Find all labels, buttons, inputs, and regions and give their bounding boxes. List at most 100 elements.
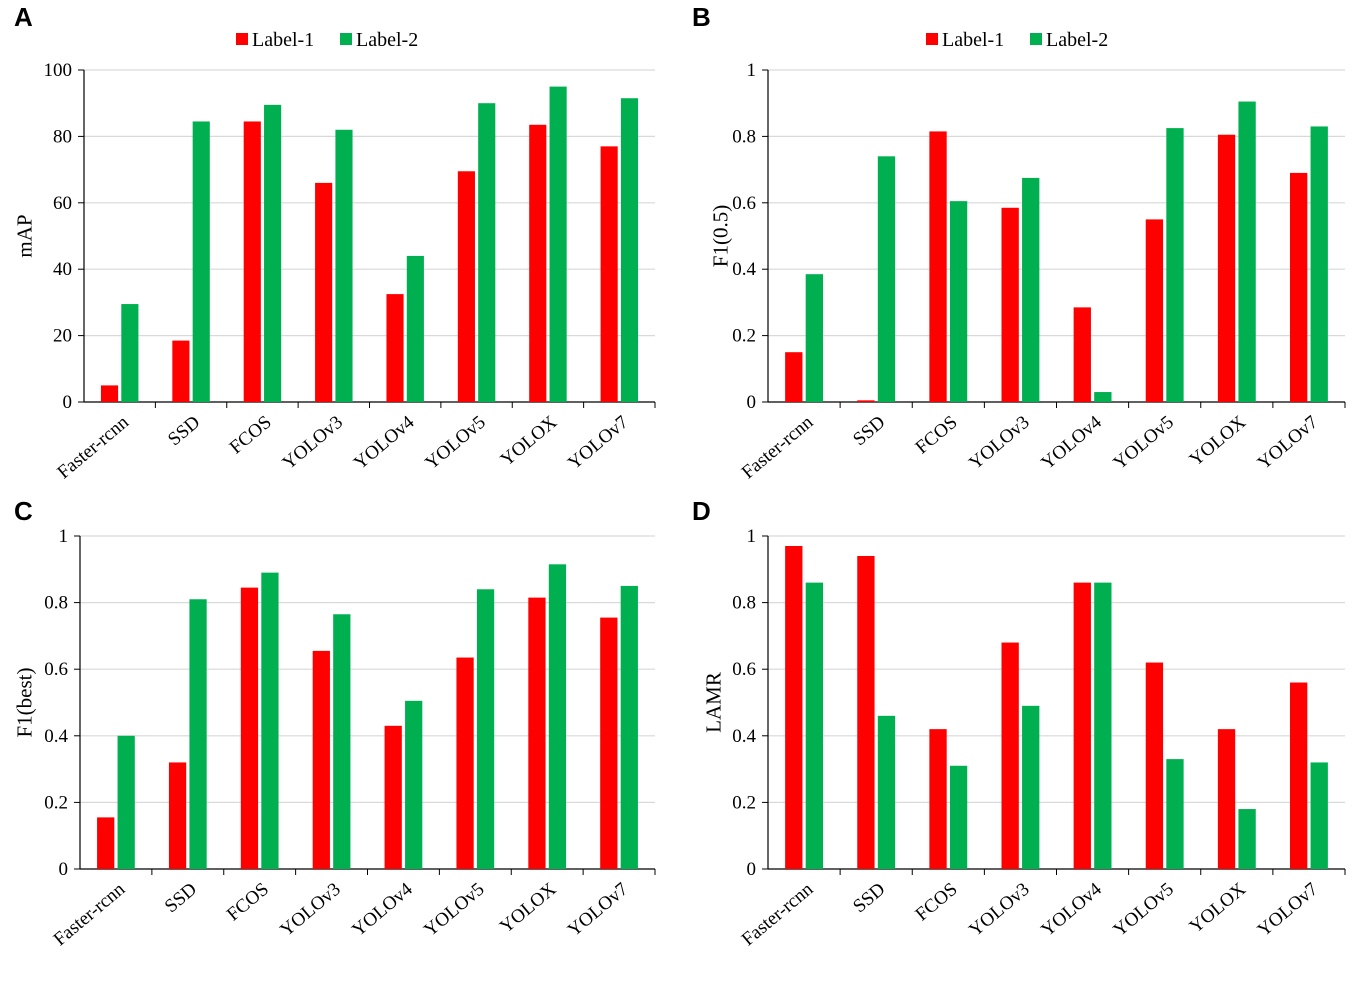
bar-label-1-fcos xyxy=(929,131,947,403)
bar-label-2-yolox xyxy=(548,564,567,869)
bar-label-1-faster-rcnn xyxy=(100,385,119,402)
y-tick-label: 60 xyxy=(53,193,72,214)
bar-label-2-fcos xyxy=(949,201,968,402)
x-tick-label: YOLOv5 xyxy=(420,879,488,941)
bar-label-2-ssd xyxy=(189,599,207,869)
y-tick-label: 0.4 xyxy=(732,726,756,747)
panel-letter: B xyxy=(692,2,711,32)
bar-label-2-ssd xyxy=(192,121,210,403)
x-tick-label: SSD xyxy=(164,412,204,450)
bar-label-1-yolov3 xyxy=(312,650,330,869)
y-tick-label: 0 xyxy=(59,859,69,880)
x-tick-label: YOLOv7 xyxy=(564,879,632,941)
y-tick-label: 0.4 xyxy=(44,726,68,747)
bar-label-1-yolov5 xyxy=(1145,219,1164,402)
x-tick-label: YOLOX xyxy=(1186,412,1251,471)
bar-label-1-yolov5 xyxy=(456,657,474,869)
y-tick-label: 100 xyxy=(44,60,73,81)
bar-label-2-yolov3 xyxy=(335,129,353,402)
x-tick-label: YOLOX xyxy=(496,879,561,938)
bar-label-1-yolov4 xyxy=(386,294,404,402)
bar-label-2-yolov5 xyxy=(1166,128,1184,402)
x-tick-label: YOLOv4 xyxy=(1037,878,1106,941)
chart-panel-b: B 0 0.2 0.4 0.6 0.8 1 F1(0.5) Faster-rcnn SSD FCOS… xyxy=(692,2,1346,483)
x-tick-label: YOLOX xyxy=(1186,879,1251,938)
bar-label-1-yolox xyxy=(529,124,547,402)
bar-label-2-yolov4 xyxy=(1094,582,1112,869)
chart-panel-a: A 0 20 40 60 80 100 mAP Faster-rcnn SSD FCOS YOLOv3… xyxy=(12,2,656,483)
x-tick-label: Faster-rcnn xyxy=(50,878,130,950)
bar-label-2-fcos xyxy=(264,104,282,403)
x-tick-label: YOLOv3 xyxy=(279,412,347,474)
x-tick-label: YOLOv7 xyxy=(1254,412,1322,474)
bar-label-2-yolov3 xyxy=(1022,177,1040,402)
x-tick-label: SSD xyxy=(849,879,889,917)
legend-swatch xyxy=(236,33,248,45)
y-tick-label: 0.6 xyxy=(732,193,756,214)
y-tick-label: 0 xyxy=(747,392,757,413)
bar-label-1-yolov3 xyxy=(1001,642,1019,869)
bar-label-1-ssd xyxy=(172,340,190,402)
legend-label: Label-2 xyxy=(1046,29,1108,51)
y-tick-label: 1 xyxy=(747,526,757,547)
bar-label-1-faster-rcnn xyxy=(785,352,803,402)
bar-label-2-fcos xyxy=(949,765,968,869)
bar-label-2-yolov7 xyxy=(620,585,638,869)
y-tick-label: 0.8 xyxy=(732,126,756,147)
x-tick-label: FCOS xyxy=(912,879,962,926)
bar-label-2-yolov7 xyxy=(1310,762,1328,869)
y-tick-label: 40 xyxy=(53,259,72,280)
x-tick-label: YOLOv3 xyxy=(276,879,344,941)
x-tick-label: YOLOv5 xyxy=(421,412,489,474)
y-tick-label: 0.8 xyxy=(44,593,68,614)
y-tick-label: 0.6 xyxy=(732,659,756,680)
bar-label-1-ssd xyxy=(168,762,187,869)
x-tick-label: YOLOv4 xyxy=(350,411,419,474)
x-tick-label: YOLOv7 xyxy=(1254,879,1322,941)
y-tick-label: 0.2 xyxy=(732,792,756,813)
bar-label-2-yolov5 xyxy=(478,103,496,402)
bar-label-1-yolov4 xyxy=(384,725,402,869)
panel-letter: C xyxy=(14,496,33,526)
legend-label: Label-1 xyxy=(942,29,1004,51)
bar-label-1-yolov5 xyxy=(457,171,475,402)
x-tick-label: YOLOv4 xyxy=(348,878,417,941)
x-tick-label: YOLOv4 xyxy=(1037,411,1106,474)
y-tick-label: 20 xyxy=(53,326,72,347)
panel-letter: D xyxy=(692,496,711,526)
bar-label-1-yolov5 xyxy=(1145,662,1164,869)
x-tick-label: YOLOv3 xyxy=(965,879,1033,941)
y-axis-label: F1(best) xyxy=(12,668,36,738)
bar-label-2-fcos xyxy=(261,572,279,869)
x-tick-label: Faster-rcnn xyxy=(738,411,818,483)
bar-label-1-ssd xyxy=(857,555,875,869)
x-tick-label: YOLOv5 xyxy=(1109,879,1177,941)
bar-label-1-faster-rcnn xyxy=(97,817,115,869)
x-tick-label: YOLOX xyxy=(497,412,562,471)
bar-label-2-yolov3 xyxy=(1022,705,1040,869)
bar-label-2-yolox xyxy=(549,86,567,402)
y-tick-label: 0.6 xyxy=(44,659,68,680)
y-axis-label: F1(0.5) xyxy=(708,205,732,267)
y-tick-label: 0.4 xyxy=(732,259,756,280)
bar-label-1-yolov7 xyxy=(1290,172,1308,402)
bar-label-2-faster-rcnn xyxy=(805,582,823,869)
bar-label-1-yolov4 xyxy=(1073,582,1091,869)
bar-label-2-faster-rcnn xyxy=(117,735,135,869)
bar-label-2-faster-rcnn xyxy=(121,304,139,402)
x-tick-label: FCOS xyxy=(912,412,962,459)
legend-swatch xyxy=(1030,33,1042,45)
bar-label-2-yolov4 xyxy=(1094,392,1112,402)
bar-label-2-yolox xyxy=(1238,809,1256,869)
bar-label-1-fcos xyxy=(243,121,261,403)
x-tick-label: YOLOv7 xyxy=(564,412,632,474)
legend-swatch xyxy=(926,33,938,45)
bar-label-1-yolox xyxy=(1217,729,1236,869)
y-tick-label: 0.2 xyxy=(44,792,68,813)
bar-label-1-yolov4 xyxy=(1073,307,1091,402)
y-tick-label: 0 xyxy=(747,859,757,880)
y-axis-label: LAMR xyxy=(701,672,725,733)
legend-label: Label-2 xyxy=(356,29,418,51)
